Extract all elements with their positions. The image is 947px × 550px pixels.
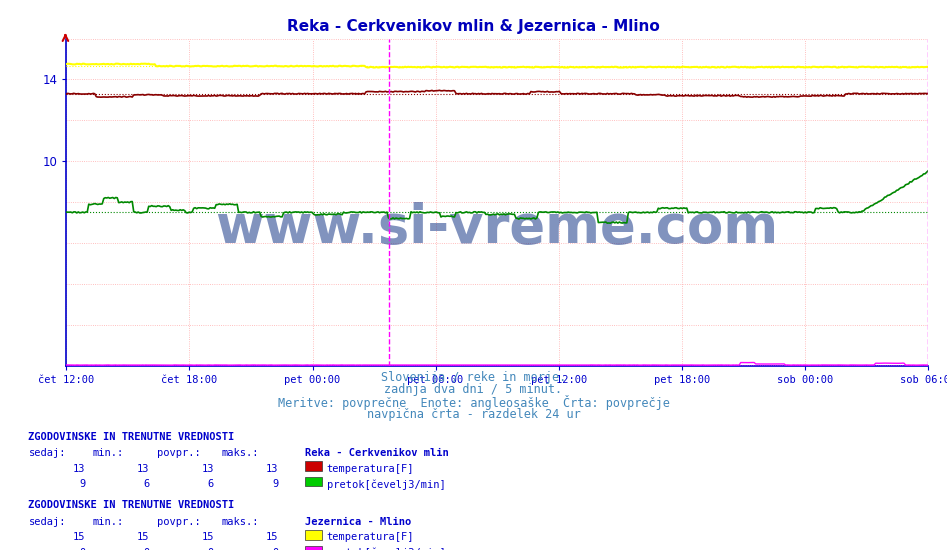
Text: navpična črta - razdelek 24 ur: navpična črta - razdelek 24 ur — [366, 408, 581, 421]
Text: 0: 0 — [143, 548, 150, 550]
Text: 9: 9 — [272, 479, 278, 489]
Text: 6: 6 — [207, 479, 214, 489]
Text: 13: 13 — [266, 464, 278, 474]
Text: 6: 6 — [143, 479, 150, 489]
Text: sedaj:: sedaj: — [28, 517, 66, 527]
Text: temperatura[F]: temperatura[F] — [327, 532, 414, 542]
Text: povpr.:: povpr.: — [157, 448, 201, 458]
Text: Jezernica - Mlino: Jezernica - Mlino — [305, 517, 411, 527]
Text: ZGODOVINSKE IN TRENUTNE VREDNOSTI: ZGODOVINSKE IN TRENUTNE VREDNOSTI — [28, 432, 235, 442]
Text: zadnja dva dni / 5 minut.: zadnja dva dni / 5 minut. — [384, 383, 563, 397]
Text: 13: 13 — [137, 464, 150, 474]
Text: 15: 15 — [266, 532, 278, 542]
Text: 13: 13 — [202, 464, 214, 474]
Text: 13: 13 — [73, 464, 85, 474]
Text: 9: 9 — [79, 479, 85, 489]
Text: min.:: min.: — [93, 517, 124, 527]
Text: min.:: min.: — [93, 448, 124, 458]
Text: povpr.:: povpr.: — [157, 517, 201, 527]
Text: Reka - Cerkvenikov mlin: Reka - Cerkvenikov mlin — [305, 448, 449, 458]
Text: Meritve: povprečne  Enote: angleosaške  Črta: povprečje: Meritve: povprečne Enote: angleosaške Čr… — [277, 395, 670, 410]
Text: Reka - Cerkvenikov mlin & Jezernica - Mlino: Reka - Cerkvenikov mlin & Jezernica - Ml… — [287, 19, 660, 34]
Text: pretok[čevelj3/min]: pretok[čevelj3/min] — [327, 548, 445, 550]
Text: sedaj:: sedaj: — [28, 448, 66, 458]
Text: 0: 0 — [272, 548, 278, 550]
Text: 15: 15 — [73, 532, 85, 542]
Text: Slovenija / reke in morje.: Slovenija / reke in morje. — [381, 371, 566, 384]
Text: www.si-vreme.com: www.si-vreme.com — [216, 202, 778, 254]
Text: 15: 15 — [137, 532, 150, 542]
Text: 0: 0 — [207, 548, 214, 550]
Text: pretok[čevelj3/min]: pretok[čevelj3/min] — [327, 479, 445, 490]
Text: temperatura[F]: temperatura[F] — [327, 464, 414, 474]
Text: 15: 15 — [202, 532, 214, 542]
Text: maks.:: maks.: — [222, 517, 259, 527]
Text: ZGODOVINSKE IN TRENUTNE VREDNOSTI: ZGODOVINSKE IN TRENUTNE VREDNOSTI — [28, 500, 235, 510]
Text: 0: 0 — [79, 548, 85, 550]
Text: maks.:: maks.: — [222, 448, 259, 458]
